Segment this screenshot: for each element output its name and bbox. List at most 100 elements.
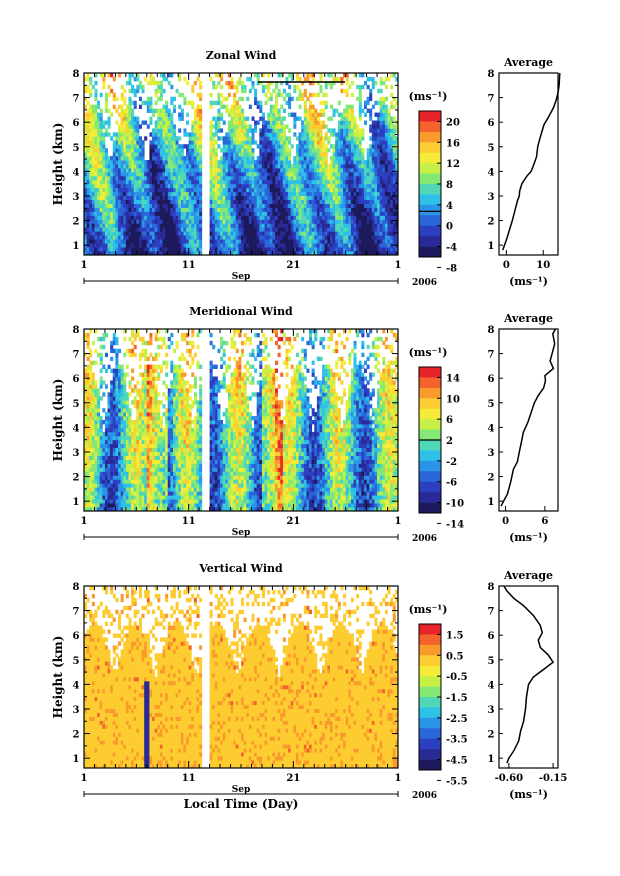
colorbar-swatch	[419, 676, 441, 687]
x-tick-label: 1	[395, 260, 402, 271]
average-profile: Average 1 2 3 4 5 6 7 8 0 10 (ms⁻¹)	[488, 56, 561, 288]
x-tick-label: 11	[182, 516, 196, 527]
average-profile: Average 1 2 3 4 5 6 7 8 -0.60 -0.15 (ms⁻¹)	[488, 569, 568, 801]
average-y-tick-label: 8	[488, 325, 495, 336]
average-y-tick-label: 5	[488, 656, 495, 667]
average-y-tick-label: 6	[488, 374, 495, 385]
colorbar-swatch	[419, 749, 441, 760]
colorbar-swatch	[419, 634, 441, 646]
x-tick-label: 1	[81, 516, 88, 527]
average-profile-line	[500, 328, 557, 507]
colorbar-swatch	[419, 398, 441, 410]
colorbar-swatch	[419, 707, 441, 719]
colorbar-swatch	[419, 131, 441, 143]
average-profile-line	[501, 72, 561, 251]
y-tick-label: 6	[73, 374, 80, 385]
colorbar-swatch	[419, 194, 441, 206]
average-x-tick-label: -0.60	[495, 773, 524, 784]
x-tick-label: 1	[81, 260, 88, 271]
y-tick-label: 7	[73, 94, 80, 105]
average-y-tick-label: 4	[488, 423, 495, 434]
colorbar-tick-label: 1.5	[446, 630, 463, 641]
average-y-tick-label: 4	[488, 680, 495, 691]
panel-title: Meridional Wind	[189, 305, 293, 318]
colorbar-swatch	[419, 502, 441, 514]
colorbar-tick-label: 12	[446, 159, 460, 170]
colorbar-tick-label: -0.5	[446, 672, 468, 683]
colorbar-swatch	[419, 236, 441, 247]
y-tick-label: 8	[73, 69, 80, 80]
colorbar-tick-label: 14	[446, 373, 460, 384]
average-y-tick-label: 7	[488, 94, 495, 105]
y-axis-label: Height (km)	[51, 636, 65, 719]
y-axis-label: Height (km)	[51, 123, 65, 206]
colorbar-tick-label: 4	[446, 201, 453, 212]
colorbar-swatch	[419, 142, 441, 154]
average-y-tick-label: 1	[488, 754, 495, 765]
colorbar-swatch	[419, 419, 441, 430]
colorbar-tick-label: -4.5	[446, 756, 468, 767]
colorbar-swatch	[419, 481, 441, 493]
x-tick-label: 21	[286, 516, 300, 527]
average-title: Average	[503, 56, 553, 69]
month-label: Sep	[232, 785, 251, 795]
y-tick-label: 5	[73, 656, 80, 667]
average-y-tick-label: 5	[488, 143, 495, 154]
average-frame	[498, 328, 559, 512]
average-x-tick-label: 10	[536, 260, 550, 271]
colorbar-tick-label: -4	[446, 243, 457, 254]
x-tick-label: 21	[286, 260, 300, 271]
x-tick-label: 11	[182, 773, 196, 784]
average-y-tick-label: 5	[488, 399, 495, 410]
average-frame	[498, 585, 559, 769]
average-y-tick-label: 8	[488, 69, 495, 80]
average-title: Average	[503, 312, 553, 325]
x-tick-label: 21	[286, 773, 300, 784]
month-label: Sep	[232, 272, 251, 282]
colorbar-unit: (ms⁻¹)	[409, 346, 448, 359]
heatmap-field	[84, 586, 399, 769]
colorbar-swatch	[419, 367, 441, 378]
colorbar-swatch	[419, 184, 441, 195]
average-y-tick-label: 6	[488, 118, 495, 129]
average-y-tick-label: 8	[488, 582, 495, 593]
y-tick-label: 5	[73, 143, 80, 154]
x-tick-label: 1	[395, 516, 402, 527]
colorbar-swatch	[419, 429, 441, 441]
colorbar-swatch	[419, 163, 441, 174]
colorbar-tick-label: 20	[446, 117, 460, 128]
y-tick-label: 6	[73, 118, 80, 129]
y-axis-label: Height (km)	[51, 379, 65, 462]
y-tick-label: 2	[73, 217, 80, 228]
colorbar-swatch	[419, 759, 441, 771]
colorbar-swatch	[419, 173, 441, 185]
colorbar-swatch	[419, 440, 441, 451]
colorbar-swatch	[419, 717, 441, 729]
x-tick-label: 1	[81, 773, 88, 784]
colorbar-tick-label: -10	[446, 499, 464, 510]
colorbar-swatch	[419, 377, 441, 389]
colorbar-swatch	[419, 215, 441, 227]
y-tick-label: 8	[73, 325, 80, 336]
average-x-tick-label: 0	[502, 516, 509, 527]
colorbar: (ms⁻¹) 1.5 0.5 -0.5 -1.5 -2.5 -3.5 -4.5 -5.5	[409, 603, 468, 787]
y-tick-label: 4	[73, 680, 80, 691]
colorbar-tick-label: -14	[446, 519, 464, 530]
x-axis-label: Local Time (Day)	[184, 797, 299, 811]
colorbar-tick-label: -8	[446, 263, 457, 274]
colorbar-swatch	[419, 450, 441, 462]
colorbar-swatch	[419, 686, 441, 698]
colorbar-tick-label: -5.5	[446, 776, 468, 787]
y-tick-label: 4	[73, 423, 80, 434]
colorbar-swatch	[419, 460, 441, 472]
colorbar-tick-label: -2	[446, 457, 457, 468]
colorbar-unit: (ms⁻¹)	[409, 90, 448, 103]
colorbar-swatch	[419, 644, 441, 656]
colorbar-swatch	[419, 624, 441, 635]
heatmap-field	[84, 329, 399, 512]
average-x-tick-label: 0	[503, 260, 510, 271]
average-y-tick-label: 1	[488, 241, 495, 252]
x-tick-label: 1	[395, 773, 402, 784]
